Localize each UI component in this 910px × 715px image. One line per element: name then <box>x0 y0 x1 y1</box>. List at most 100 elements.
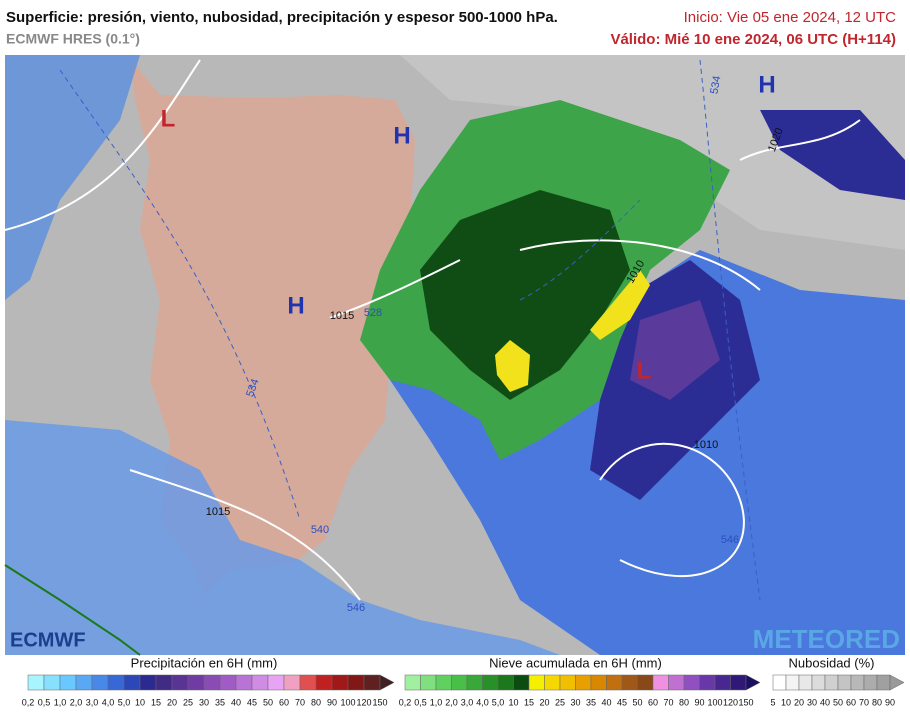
legend-label: 80 <box>872 697 882 707</box>
legend-label: 45 <box>617 697 627 707</box>
legend-swatch <box>404 674 421 691</box>
legend-label: 60 <box>648 697 658 707</box>
legend-label: 80 <box>311 697 321 707</box>
legend-label: 70 <box>663 697 673 707</box>
precip-south <box>5 420 560 655</box>
legend-swatch <box>91 674 109 691</box>
legend-swatch <box>876 674 891 691</box>
legend-label: 30 <box>199 697 209 707</box>
legend-swatch <box>683 674 700 691</box>
legend-swatch <box>637 674 654 691</box>
legend-swatch <box>347 674 365 691</box>
legend-swatch <box>497 674 514 691</box>
legend-title: Nieve acumulada en 6H (mm) <box>489 655 662 670</box>
legend-swatch <box>107 674 125 691</box>
legend-label: 25 <box>555 697 565 707</box>
legend-label: 2,0 <box>445 697 458 707</box>
thickness-label: 546 <box>721 534 739 546</box>
legend-label: 100 <box>340 697 355 707</box>
precip-atlantic <box>5 55 140 300</box>
thickness-label: 546 <box>347 602 365 614</box>
legend-swatch <box>331 674 349 691</box>
legend-swatch <box>123 674 141 691</box>
legend-label: 150 <box>738 697 753 707</box>
legend-arrow <box>889 674 905 691</box>
legend-label: 0,5 <box>38 697 51 707</box>
logo-ecmwf: ECMWF <box>10 629 86 651</box>
legend-label: 150 <box>372 697 387 707</box>
legend-swatch <box>203 674 221 691</box>
legend-label: 3,0 <box>461 697 474 707</box>
thickness-label: 528 <box>364 307 382 319</box>
legend-label: 25 <box>183 697 193 707</box>
legend-swatch <box>59 674 77 691</box>
thickness-label: 540 <box>311 524 329 536</box>
legend-swatch <box>528 674 545 691</box>
map: LHHLH10151015101010101020528534540546546… <box>4 55 905 656</box>
legend-label: 45 <box>247 697 257 707</box>
legend-label: 30 <box>570 697 580 707</box>
pressure-center: L <box>161 105 176 132</box>
legend-swatch <box>798 674 813 691</box>
legend-arrow <box>745 674 761 691</box>
legend-swatch <box>139 674 157 691</box>
thickness-label: 534 <box>708 75 723 95</box>
legend-swatch <box>435 674 452 691</box>
legend-swatch <box>363 674 381 691</box>
legend-swatch <box>714 674 731 691</box>
legend-swatch <box>187 674 205 691</box>
legend-label: 20 <box>539 697 549 707</box>
thickness-label: 534 <box>244 377 262 398</box>
isobars <box>4 59 861 601</box>
pressure-center: H <box>758 71 775 98</box>
legend-swatch <box>513 674 530 691</box>
legend-swatch <box>850 674 865 691</box>
legend-swatch <box>283 674 301 691</box>
legend-label: 60 <box>846 697 856 707</box>
legend-swatch <box>27 674 45 691</box>
legend-label: 1,0 <box>430 697 443 707</box>
legend-label: 2,0 <box>70 697 83 707</box>
pressure-center: L <box>637 357 652 384</box>
legend-swatch <box>652 674 669 691</box>
legend-swatch <box>621 674 638 691</box>
legend-swatch <box>155 674 173 691</box>
isobar-label: 1015 <box>206 506 230 518</box>
legend-label: 20 <box>794 697 804 707</box>
legend-label: 35 <box>586 697 596 707</box>
legend-swatch <box>267 674 285 691</box>
legend-label: 5,0 <box>492 697 505 707</box>
legend-swatch <box>315 674 333 691</box>
legend-label: 4,0 <box>102 697 115 707</box>
legend-swatch <box>482 674 499 691</box>
legend-swatch <box>75 674 93 691</box>
legend-swatch <box>772 674 787 691</box>
border <box>4 564 141 656</box>
legend-swatch <box>171 674 189 691</box>
legend-swatch <box>811 674 826 691</box>
isobar-label: 1010 <box>694 439 718 451</box>
legend-label: 40 <box>820 697 830 707</box>
legend-label: 90 <box>694 697 704 707</box>
snow-heavy <box>420 190 630 400</box>
logo-meteored: METEORED <box>753 624 900 654</box>
map-labels: LHHLH10151015101010101020528534540546546… <box>161 71 786 614</box>
pressure-center: H <box>287 292 304 319</box>
legend-title: Nubosidad (%) <box>789 655 875 670</box>
legend-label: 4,0 <box>476 697 489 707</box>
init-time: Inicio: Vie 05 ene 2024, 12 UTC <box>684 9 897 26</box>
legend-label: 20 <box>167 697 177 707</box>
legend-swatch <box>668 674 685 691</box>
legend-swatch <box>590 674 607 691</box>
legend-swatch <box>606 674 623 691</box>
legend-label: 100 <box>707 697 722 707</box>
legend-label: 15 <box>151 697 161 707</box>
legend-label: 3,0 <box>86 697 99 707</box>
legend-label: 50 <box>632 697 642 707</box>
legend-swatch <box>863 674 878 691</box>
legend-swatch <box>837 674 852 691</box>
legend-label: 120 <box>356 697 371 707</box>
legend-swatch <box>575 674 592 691</box>
